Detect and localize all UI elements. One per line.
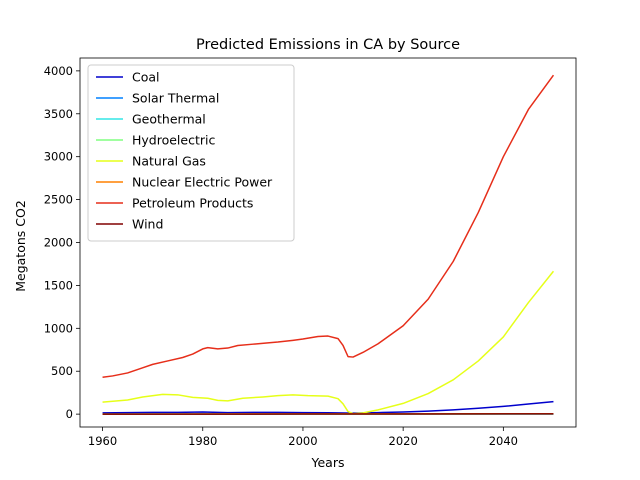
legend-label-coal: Coal xyxy=(132,70,160,85)
legend-label-petroleum-products: Petroleum Products xyxy=(132,196,253,211)
y-tick-label: 2000 xyxy=(44,236,73,250)
x-tick-label: 2000 xyxy=(288,434,317,448)
x-tick-label: 2040 xyxy=(489,434,518,448)
series-line-natural-gas xyxy=(102,270,555,415)
legend-label-wind: Wind xyxy=(132,217,163,232)
legend-label-solar-thermal: Solar Thermal xyxy=(132,91,219,106)
x-tick-label: 1980 xyxy=(188,434,217,448)
y-axis-label: Megatons CO2 xyxy=(13,200,28,292)
y-tick-label: 4000 xyxy=(44,64,73,78)
x-tick-label: 1960 xyxy=(88,434,117,448)
y-tick-label: 2500 xyxy=(44,193,73,207)
legend-label-natural-gas: Natural Gas xyxy=(132,154,206,169)
legend-box xyxy=(87,64,295,242)
y-tick-label: 500 xyxy=(51,364,73,378)
y-tick-label: 1000 xyxy=(44,321,73,335)
legend-label-hydroelectric: Hydroelectric xyxy=(132,133,215,148)
series-line-petroleum-products xyxy=(102,74,555,378)
y-tick-label: 1500 xyxy=(44,278,73,292)
y-tick-label: 0 xyxy=(66,407,73,421)
series-line-coal xyxy=(102,400,554,414)
y-tick-label: 3500 xyxy=(44,107,73,121)
axes: 1960 1980 2000 2020 2040 0 500 1000 1500 2000 2500… xyxy=(44,57,577,448)
plot-lines xyxy=(102,74,555,415)
legend-label-nuclear-electric-power: Nuclear Electric Power xyxy=(132,175,273,190)
x-axis-label: Years xyxy=(311,455,345,470)
x-tick-label: 2020 xyxy=(389,434,418,448)
legend: Coal Solar Thermal Geothermal Hydroelectric… xyxy=(87,64,295,242)
legend-label-geothermal: Geothermal xyxy=(132,112,206,127)
chart-title: Predicted Emissions in CA by Source xyxy=(196,37,460,53)
y-tick-label: 3000 xyxy=(44,150,73,164)
